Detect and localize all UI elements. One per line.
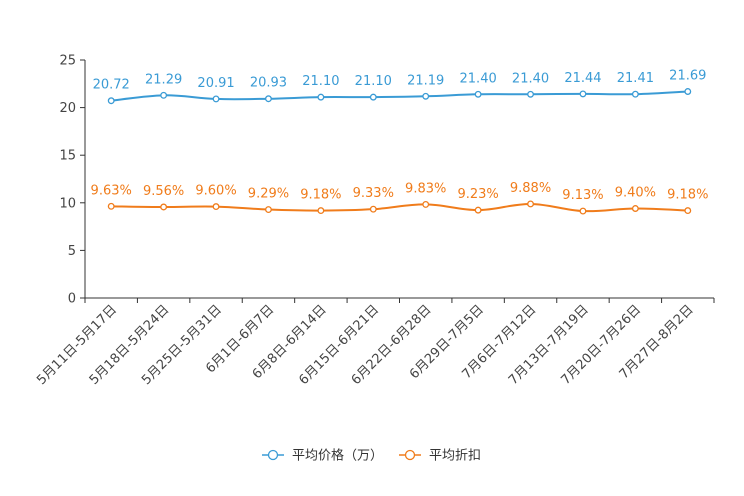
data-point[interactable]: [317, 207, 325, 215]
data-label: 9.83%: [405, 181, 446, 196]
data-point[interactable]: [369, 93, 377, 101]
series-line-2: [111, 202, 688, 213]
legend-label-2[interactable]: 平均折扣: [429, 449, 481, 464]
data-point[interactable]: [107, 202, 115, 210]
y-tick-label: 5: [68, 244, 76, 259]
data-label: 21.69: [669, 69, 706, 84]
data-point[interactable]: [160, 91, 168, 99]
data-point[interactable]: [212, 203, 220, 211]
data-point[interactable]: [265, 206, 272, 214]
data-label: 9.23%: [457, 187, 498, 202]
data-label: 9.29%: [248, 187, 289, 202]
y-tick-label: 25: [59, 54, 76, 69]
data-point[interactable]: [631, 90, 639, 98]
y-tick-label: 0: [68, 292, 76, 307]
data-point[interactable]: [474, 206, 482, 214]
data-label: 21.44: [564, 71, 601, 86]
data-label: 21.10: [302, 74, 339, 89]
data-point[interactable]: [579, 90, 587, 98]
data-label: 21.40: [460, 71, 497, 86]
legend-label-1[interactable]: 平均价格（万）: [292, 448, 383, 464]
data-point[interactable]: [422, 92, 430, 100]
data-label: 21.41: [617, 71, 654, 86]
data-point[interactable]: [369, 205, 377, 213]
data-label: 9.13%: [562, 188, 603, 203]
legend-marker-2[interactable]: [404, 449, 416, 461]
series-line-1: [111, 90, 688, 102]
data-point[interactable]: [160, 203, 168, 211]
data-label: 9.40%: [615, 186, 656, 201]
data-point[interactable]: [474, 90, 482, 98]
y-tick-label: 20: [59, 101, 76, 116]
data-label: 9.18%: [300, 188, 341, 203]
data-label: 21.40: [512, 71, 549, 86]
data-label: 9.60%: [195, 184, 236, 199]
data-point[interactable]: [107, 97, 115, 105]
data-label: 9.88%: [510, 181, 551, 196]
data-point[interactable]: [422, 200, 430, 208]
data-point[interactable]: [684, 207, 692, 215]
data-label: 21.10: [355, 74, 392, 89]
y-tick-label: 15: [59, 149, 76, 164]
data-label: 9.33%: [353, 186, 394, 201]
data-label: 20.91: [197, 76, 234, 91]
data-label: 20.93: [250, 76, 287, 91]
data-point[interactable]: [265, 95, 272, 103]
data-point[interactable]: [212, 95, 220, 103]
data-label: 9.18%: [667, 188, 708, 203]
data-label: 21.19: [407, 73, 444, 88]
data-point[interactable]: [631, 205, 639, 212]
data-point[interactable]: [684, 88, 692, 95]
y-tick-label: 10: [59, 196, 76, 211]
data-label: 9.63%: [91, 183, 132, 198]
data-point[interactable]: [527, 200, 534, 208]
data-point[interactable]: [317, 93, 325, 101]
data-point[interactable]: [527, 90, 534, 98]
data-point[interactable]: [579, 207, 587, 215]
data-label: 21.29: [145, 72, 182, 87]
legend-marker-1[interactable]: [267, 449, 279, 461]
data-label: 20.72: [93, 78, 130, 93]
data-label: 9.56%: [143, 184, 184, 199]
